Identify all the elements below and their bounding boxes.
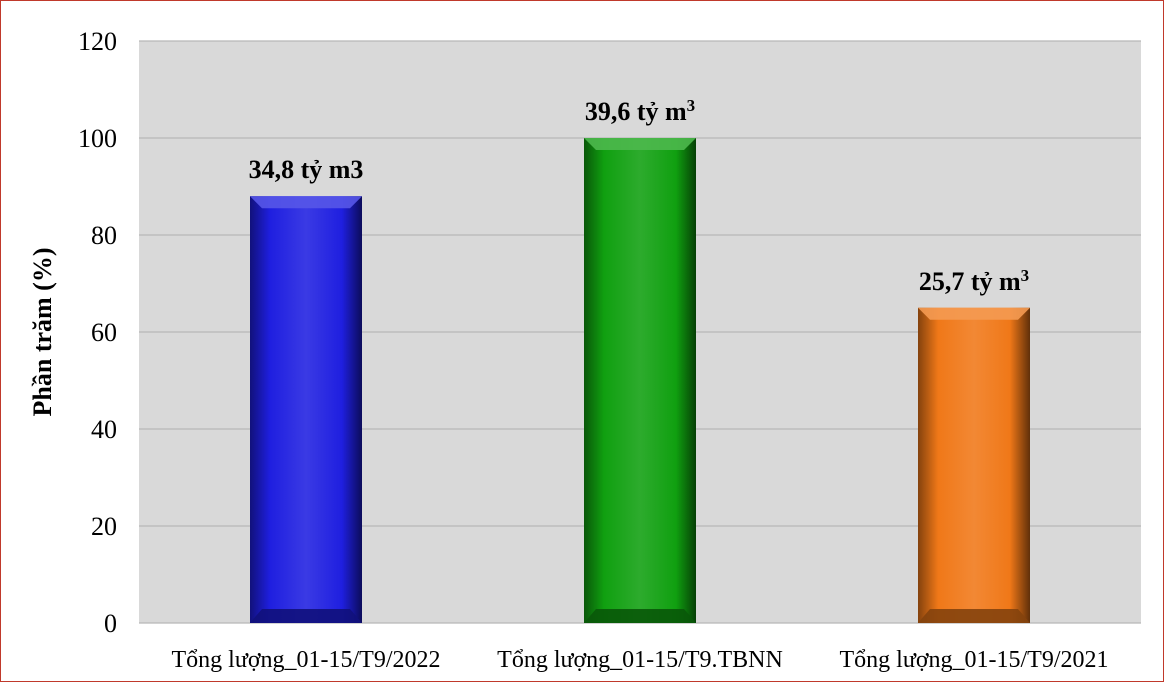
y-tick-label: 0 [104,609,117,638]
y-tick-label: 120 [78,27,117,56]
data-label: 25,7 tỷ m3 [919,265,1029,296]
data-label: 34,8 tỷ m3 [249,155,364,184]
x-axis-ticks: Tổng lượng_01-15/T9/2022 Tổng lượng_01-15… [171,647,1108,673]
y-tick-label: 20 [91,512,117,541]
data-label: 39,6 tỷ m3 [585,96,695,127]
x-tick-label: Tổng lượng_01-15/T9/2022 [171,647,440,673]
bar-bevel-top [250,196,362,208]
bar-bevel-bottom [918,609,1030,623]
y-tick-label: 40 [91,415,117,444]
y-axis-label: Phần trăm (%) [28,248,57,417]
y-tick-label: 60 [91,318,117,347]
bar-bevel-top [584,138,696,150]
bar [918,308,1030,623]
x-tick-label: Tổng lượng_01-15/T9.TBNN [497,647,783,673]
bar [250,196,362,623]
bar-bevel-bottom [584,609,696,623]
bar-bevel-bottom [250,609,362,623]
bar-bevel-top [918,308,1030,320]
x-tick-label: Tổng lượng_01-15/T9/2021 [839,647,1108,673]
y-axis-ticks: 0 20 40 60 80 100 120 [78,27,117,638]
y-tick-label: 100 [78,124,117,153]
y-tick-label: 80 [91,221,117,250]
bar [584,138,696,623]
